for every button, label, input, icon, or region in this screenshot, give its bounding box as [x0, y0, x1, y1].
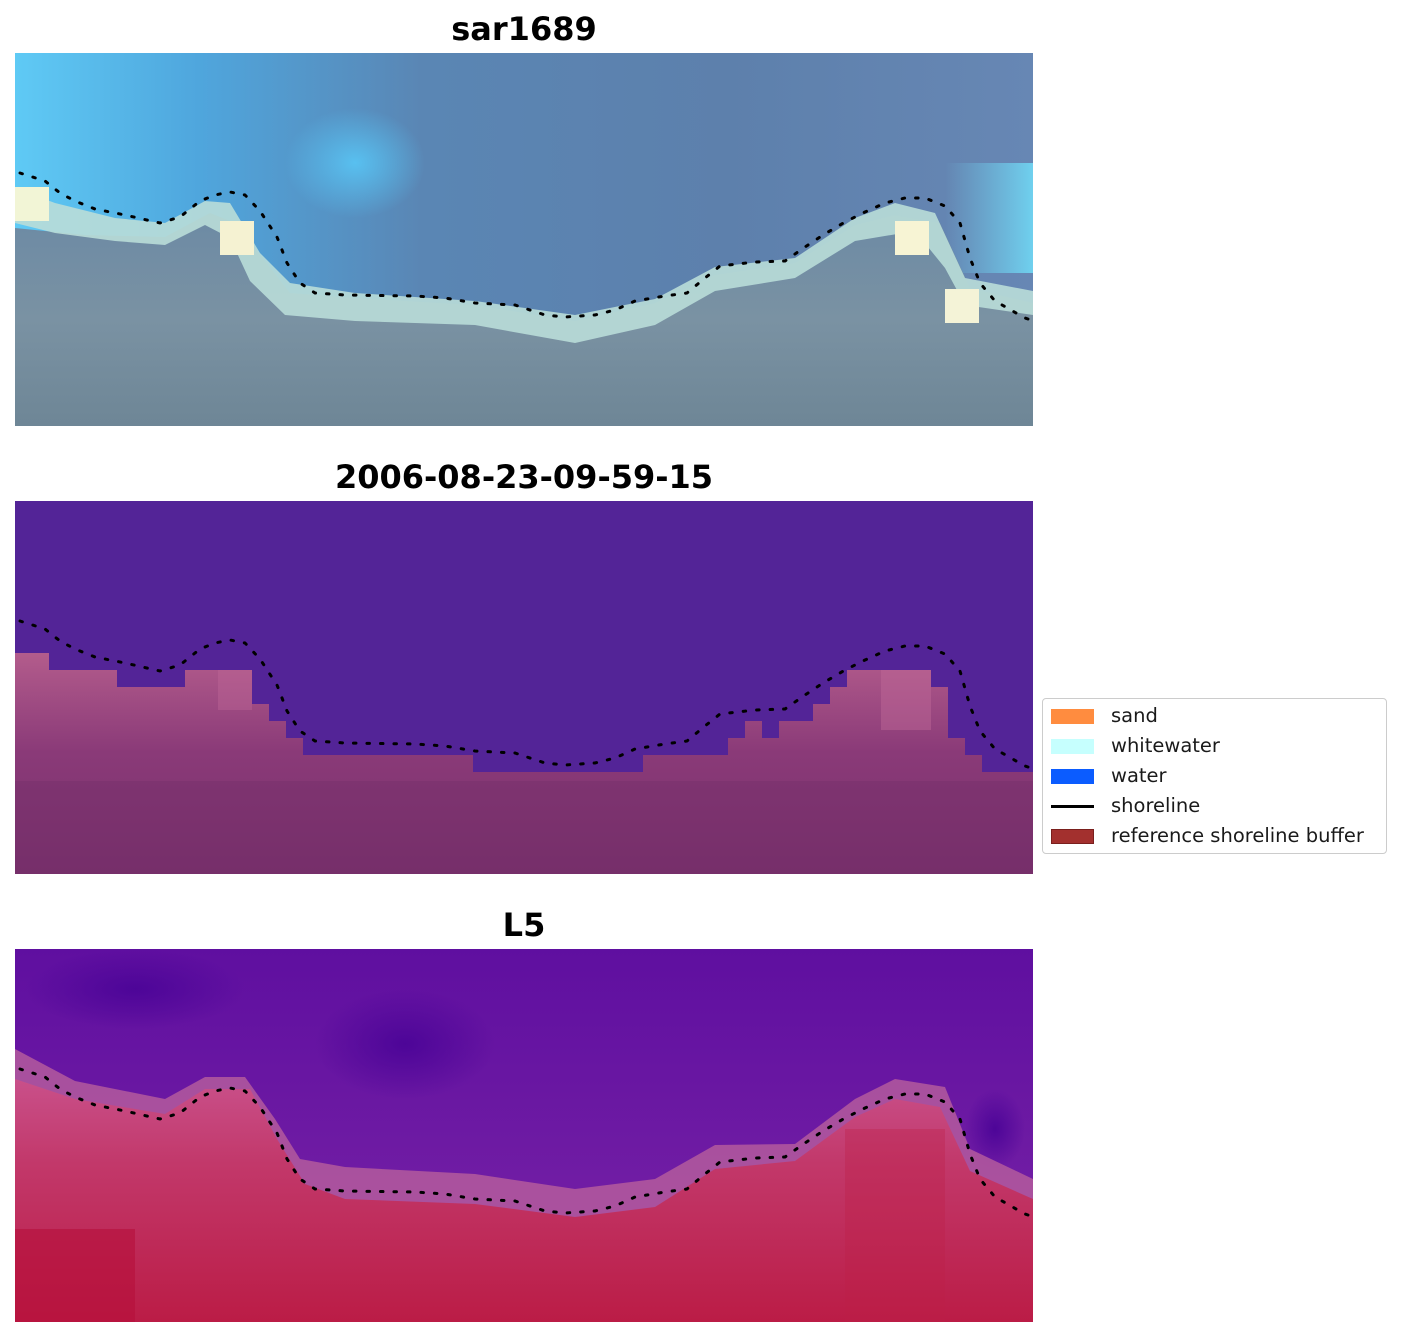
legend-label-reference-shoreline-buffer: reference shoreline buffer — [1111, 824, 1364, 847]
legend-item-sand: sand — [1051, 705, 1386, 727]
legend-swatch-reference-shoreline-buffer — [1051, 829, 1094, 844]
legend-line-shoreline — [1051, 805, 1094, 808]
legend-swatch-whitewater — [1051, 739, 1094, 754]
legend-swatch-sand — [1051, 709, 1094, 724]
legend-label-whitewater: whitewater — [1111, 734, 1220, 757]
legend-label-sand: sand — [1111, 704, 1158, 727]
panel-title-rgb: sar1689 — [451, 10, 597, 48]
panel-title-classified: 2006-08-23-09-59-15 — [334, 458, 714, 496]
classified-image-panel — [15, 501, 1033, 874]
panel-title-index: L5 — [502, 906, 546, 944]
legend-swatch-water — [1051, 769, 1094, 784]
legend-label-shoreline: shoreline — [1111, 794, 1201, 817]
legend-item-whitewater: whitewater — [1051, 735, 1386, 757]
legend-label-water: water — [1111, 764, 1167, 787]
legend-item-shoreline: shoreline — [1051, 795, 1386, 817]
legend-item-reference-shoreline-buffer: reference shoreline buffer — [1051, 825, 1386, 847]
rgb-image-panel — [15, 53, 1033, 426]
legend-item-water: water — [1051, 765, 1386, 787]
index-image-panel — [15, 949, 1033, 1322]
legend: sand whitewater water shoreline referenc… — [1042, 698, 1387, 854]
